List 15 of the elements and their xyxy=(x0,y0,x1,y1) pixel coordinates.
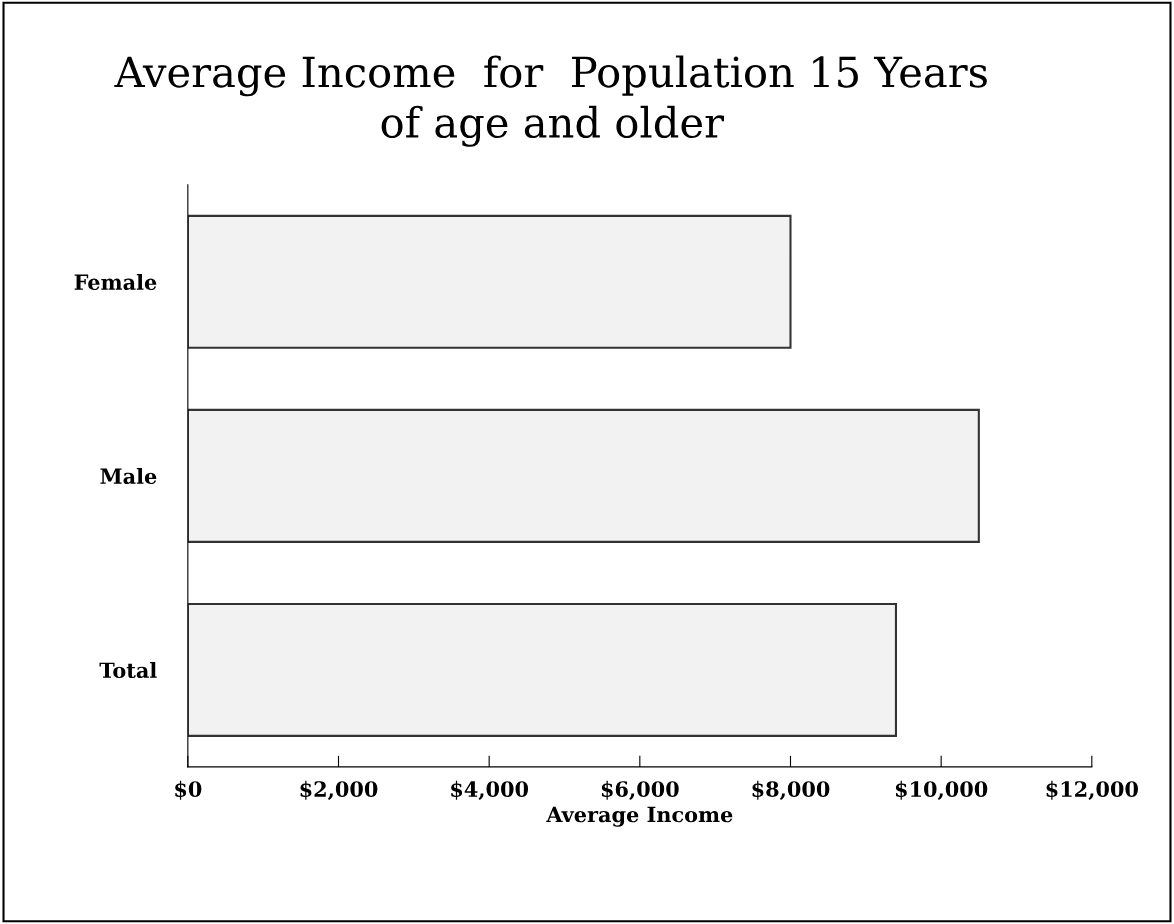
x-tick-label: $8,000 xyxy=(752,780,830,801)
bar xyxy=(187,408,980,543)
x-tick-label: $10,000 xyxy=(895,780,988,801)
bar xyxy=(187,602,897,737)
y-tick-label: Female xyxy=(74,273,157,291)
chart-title: Average Income for Population 15 Years of age and older xyxy=(114,55,987,147)
x-tick-label: $4,000 xyxy=(451,780,529,801)
x-axis-title: Average Income xyxy=(546,806,733,827)
x-tick-label: $2,000 xyxy=(300,780,378,801)
bar xyxy=(187,214,792,349)
x-tick-label: $0 xyxy=(175,780,202,800)
x-tick-label: $6,000 xyxy=(601,780,679,801)
x-tick-label: $12,000 xyxy=(1046,780,1138,801)
y-tick-label: Male xyxy=(100,467,157,485)
y-tick-label: Total xyxy=(99,661,157,679)
